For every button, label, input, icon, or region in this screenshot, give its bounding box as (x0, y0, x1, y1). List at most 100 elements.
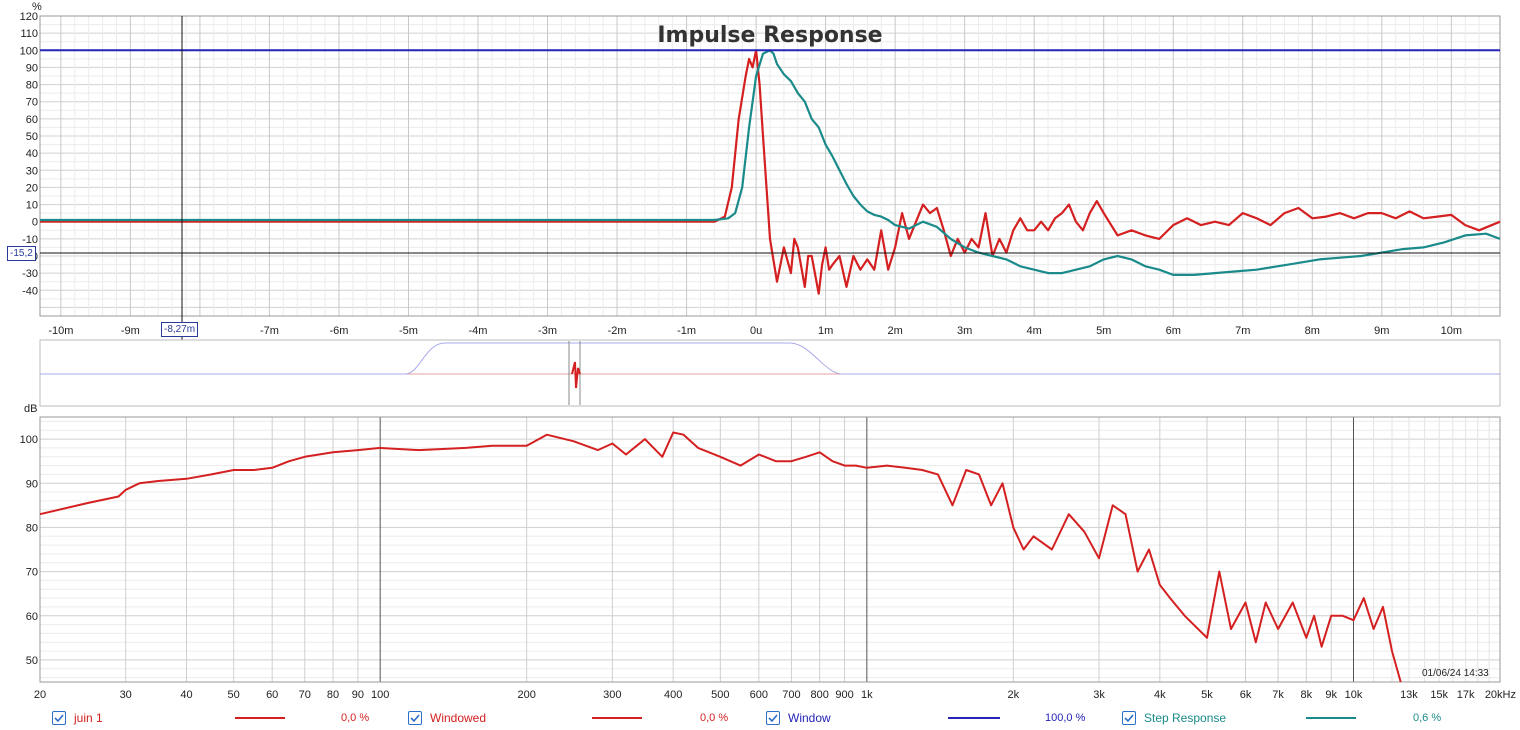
x-tick-label: 10k (1345, 689, 1363, 701)
x-tick-label: 60 (266, 689, 278, 701)
series-line-step-response (40, 49, 1501, 276)
x-tick-label: -1m (677, 325, 696, 337)
overview-impulse-spike (571, 361, 581, 389)
y-tick-label: 80 (26, 80, 38, 92)
legend-bar: juin 1 0,0 % Windowed 0,0 % Window 100,0… (0, 708, 1520, 728)
x-tick-label: 20 (34, 689, 46, 701)
x-tick-label: -5m (399, 325, 418, 337)
x-tick-label: 0u (750, 325, 762, 337)
y-tick-label: 60 (26, 114, 38, 126)
cursor-y-readout: -15,2 (7, 246, 36, 261)
x-tick-label: -7m (260, 325, 279, 337)
legend-value: 0,0 % (700, 712, 729, 724)
y-tick-label: 120 (20, 11, 38, 23)
y-tick-label: 50 (26, 131, 38, 143)
y-tick-label: 10 (26, 200, 38, 212)
y-tick-label: 100 (20, 434, 38, 446)
y-tick-label: 100 (20, 45, 38, 57)
x-tick-label: 400 (664, 689, 682, 701)
legend-label: Windowed (430, 711, 487, 725)
x-tick-label: 2k (1008, 689, 1020, 701)
checkbox-windowed[interactable] (408, 711, 422, 725)
x-tick-label: 600 (750, 689, 768, 701)
legend-value: 0,0 % (341, 712, 370, 724)
x-tick-label: 200 (517, 689, 535, 701)
x-tick-label: 300 (603, 689, 621, 701)
legend-item-windowed[interactable]: Windowed (408, 710, 486, 726)
x-tick-label: 2m (888, 325, 903, 337)
x-tick-label: 8k (1301, 689, 1313, 701)
x-tick-label: 40 (180, 689, 192, 701)
y-tick-label: 80 (26, 522, 38, 534)
spl-plot-frame (39, 416, 1501, 683)
check-icon (768, 714, 778, 723)
x-tick-label: 13k (1400, 689, 1418, 701)
x-tick-label: 9k (1325, 689, 1337, 701)
x-tick-label: 7m (1235, 325, 1250, 337)
window-shape-curve (40, 342, 1500, 375)
legend-item-juin-1[interactable]: juin 1 (52, 710, 103, 726)
x-tick-label: 30 (120, 689, 132, 701)
x-tick-label: 15k (1430, 689, 1448, 701)
legend-value: 0,6 % (1413, 712, 1442, 724)
checkbox-step-response[interactable] (1122, 711, 1136, 725)
x-tick-label: 6k (1240, 689, 1252, 701)
x-tick-label: 100 (371, 689, 389, 701)
cursor-x-readout: -8,27m (161, 322, 199, 337)
legend-swatch-windowed (592, 717, 642, 719)
x-tick-label: 20kHz (1485, 689, 1516, 701)
chart-title: Impulse Response (657, 23, 882, 48)
legend-swatch-step-response (1306, 717, 1356, 719)
impulse-plot-frame (39, 15, 1501, 317)
x-tick-label: 800 (810, 689, 828, 701)
x-tick-label: -4m (469, 325, 488, 337)
x-tick-label: -10m (48, 325, 73, 337)
y-tick-label: 90 (26, 62, 38, 74)
x-tick-label: 900 (835, 689, 853, 701)
y-tick-label: 0 (32, 217, 38, 229)
y-tick-label: 50 (26, 655, 38, 667)
checkbox-window[interactable] (766, 711, 780, 725)
x-tick-label: 4m (1027, 325, 1042, 337)
y-tick-label: 70 (26, 567, 38, 579)
x-tick-label: 10m (1441, 325, 1462, 337)
legend-label: Window (788, 711, 831, 725)
x-tick-label: 9m (1374, 325, 1389, 337)
y-tick-label: -10 (22, 234, 38, 246)
x-tick-label: 70 (299, 689, 311, 701)
x-tick-label: 6m (1166, 325, 1181, 337)
legend-value: 100,0 % (1045, 712, 1086, 724)
impulse-y-unit: % (32, 1, 42, 13)
x-tick-label: -3m (538, 325, 557, 337)
y-tick-label: 60 (26, 611, 38, 623)
series-line-windowed (40, 49, 1501, 295)
y-tick-label: -40 (22, 285, 38, 297)
check-icon (1124, 714, 1134, 723)
x-tick-label: 500 (711, 689, 729, 701)
y-tick-label: 20 (26, 182, 38, 194)
y-tick-label: 40 (26, 148, 38, 160)
checkbox-juin-1[interactable] (52, 711, 66, 725)
x-tick-label: 1k (861, 689, 873, 701)
legend-swatch-juin-1 (235, 717, 285, 719)
window-overview-strip[interactable] (39, 339, 1501, 407)
x-tick-label: 3k (1093, 689, 1105, 701)
legend-item-window[interactable]: Window (766, 710, 831, 726)
y-tick-label: 70 (26, 97, 38, 109)
check-icon (54, 714, 64, 723)
x-tick-label: 17k (1457, 689, 1475, 701)
legend-label: juin 1 (74, 711, 103, 725)
check-icon (410, 714, 420, 723)
legend-item-step-response[interactable]: Step Response (1122, 710, 1226, 726)
x-tick-label: 3m (957, 325, 972, 337)
timestamp: 01/06/24 14:33 (1422, 668, 1489, 679)
x-tick-label: 80 (327, 689, 339, 701)
x-tick-label: -9m (121, 325, 140, 337)
y-tick-label: 30 (26, 165, 38, 177)
x-tick-label: 90 (352, 689, 364, 701)
series-line-juin-1 (39, 431, 1402, 683)
spl-grid (39, 417, 1501, 682)
y-tick-label: 90 (26, 478, 38, 490)
x-tick-label: 50 (228, 689, 240, 701)
